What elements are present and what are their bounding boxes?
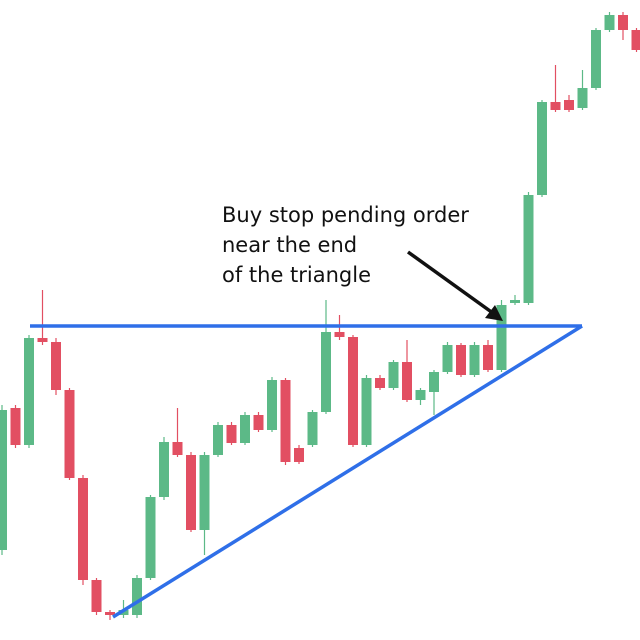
candle-body [591, 30, 601, 88]
candle-body [334, 332, 345, 337]
candle-body [442, 345, 453, 372]
candle-body [415, 390, 426, 400]
candle-body [402, 362, 412, 400]
candle-body [199, 455, 210, 530]
candles [0, 12, 640, 620]
candle-body [564, 100, 574, 110]
candle-body [213, 425, 223, 455]
candle-body [253, 415, 264, 430]
candle-body [361, 378, 372, 445]
candle-body [64, 390, 75, 478]
candle-body [631, 30, 640, 50]
candle-body [186, 455, 196, 530]
candle-body [321, 332, 331, 412]
candle-body [172, 442, 183, 455]
candle-body [348, 337, 358, 445]
annotation-line: of the triangle [222, 263, 371, 287]
candle-body [78, 478, 88, 580]
candle-body [159, 442, 169, 497]
candle-body [105, 612, 115, 615]
annotation-line: near the end [222, 233, 357, 257]
candle-body [267, 380, 277, 430]
candle-body [604, 15, 615, 30]
candle-body [483, 345, 493, 370]
candle-body [618, 15, 628, 30]
support-line [112, 324, 583, 619]
arrow-head [485, 305, 503, 321]
candle-body [375, 378, 385, 388]
candle-body [496, 305, 507, 370]
candle-body [307, 412, 318, 445]
candle-body [469, 345, 480, 375]
candle-body [280, 380, 291, 462]
candle-body [24, 338, 34, 445]
candle-body [456, 345, 466, 375]
candle-body [226, 425, 237, 443]
candle-body [510, 300, 520, 303]
candle-body [132, 578, 142, 615]
candle-body [91, 580, 102, 612]
candle-body [294, 448, 304, 462]
candle-body [577, 88, 588, 108]
candle-body [10, 408, 21, 445]
annotation-line: Buy stop pending order [222, 203, 469, 227]
arrow-shaft [406, 250, 499, 318]
candle-body [550, 102, 561, 110]
candle-body [388, 362, 399, 388]
candle-body [0, 410, 7, 550]
candle-body [429, 372, 439, 392]
candle-body [37, 338, 48, 342]
candle-body [537, 102, 547, 195]
candle-body [145, 497, 156, 578]
candle-body [240, 415, 250, 443]
candle-body [523, 195, 534, 303]
candle-body [51, 342, 61, 390]
